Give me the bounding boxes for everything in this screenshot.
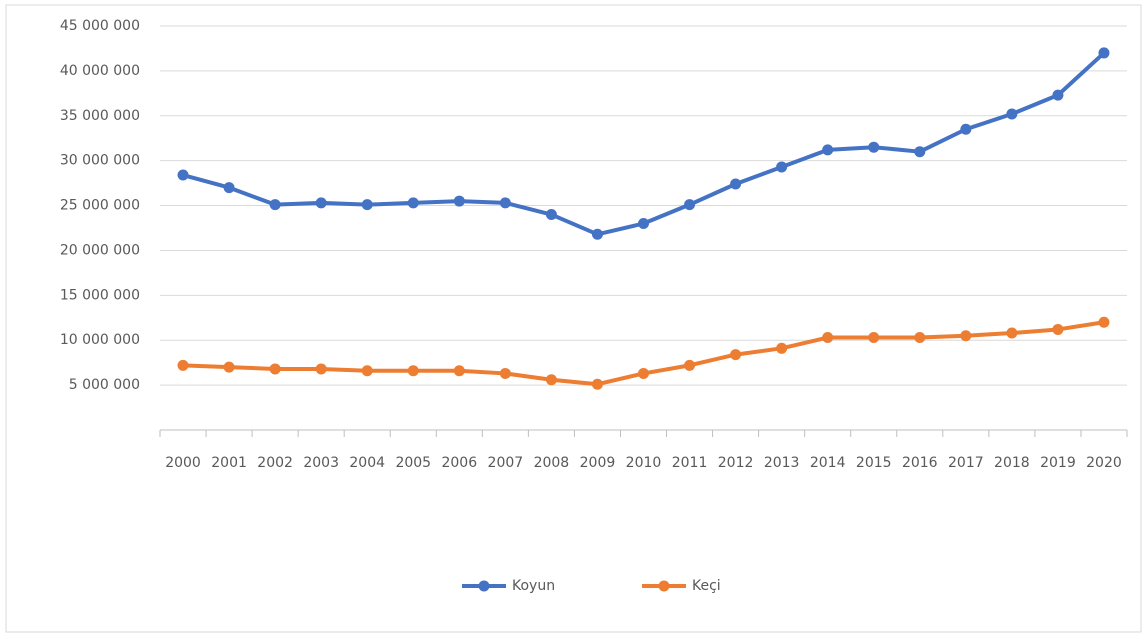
data-point	[914, 332, 926, 344]
y-tick-label: 20 000 000	[60, 242, 140, 258]
legend-marker	[658, 580, 670, 592]
legend-label: Koyun	[512, 578, 555, 594]
data-point	[591, 378, 603, 390]
data-point	[545, 374, 557, 386]
y-tick-label: 15 000 000	[60, 287, 140, 303]
x-tick-label: 2006	[441, 455, 477, 471]
data-point	[1098, 316, 1110, 328]
data-point	[730, 178, 742, 190]
x-tick-label: 2013	[764, 455, 800, 471]
y-tick-label: 30 000 000	[60, 153, 140, 169]
data-point	[914, 146, 926, 158]
x-tick-label: 2018	[994, 455, 1030, 471]
data-point	[960, 123, 972, 135]
data-point	[822, 332, 834, 344]
data-point	[407, 365, 419, 377]
x-tick-label: 2009	[580, 455, 616, 471]
data-point	[453, 195, 465, 207]
data-point	[223, 182, 235, 194]
x-tick-label: 2001	[211, 455, 247, 471]
data-point	[269, 199, 281, 211]
y-tick-label: 35 000 000	[60, 108, 140, 124]
data-point	[499, 367, 511, 379]
data-point	[868, 141, 880, 153]
data-point	[177, 169, 189, 181]
data-point	[361, 199, 373, 211]
data-point	[730, 349, 742, 361]
data-point	[453, 365, 465, 377]
y-tick-label: 5 000 000	[69, 377, 140, 393]
data-point	[1098, 47, 1110, 59]
data-point	[545, 209, 557, 221]
y-tick-label: 10 000 000	[60, 332, 140, 348]
data-point	[638, 367, 649, 379]
x-tick-label: 2014	[810, 455, 846, 471]
x-tick-label: 2005	[395, 455, 431, 471]
chart-border	[5, 4, 1142, 633]
data-point	[638, 218, 649, 230]
data-point	[407, 197, 419, 209]
y-tick-label: 25 000 000	[60, 198, 140, 214]
data-point	[315, 197, 327, 209]
data-point	[1006, 108, 1018, 120]
y-tick-label: 40 000 000	[60, 63, 140, 79]
data-point	[1052, 323, 1064, 335]
data-point	[868, 332, 880, 344]
y-tick-label: 45 000 000	[60, 18, 140, 34]
data-point	[269, 363, 281, 375]
x-tick-label: 2000	[165, 455, 201, 471]
x-tick-label: 2011	[672, 455, 708, 471]
data-point	[499, 197, 511, 209]
x-tick-label: 2020	[1086, 455, 1122, 471]
x-tick-label: 2003	[303, 455, 339, 471]
legend-marker	[478, 580, 490, 592]
x-tick-label: 2007	[488, 455, 524, 471]
data-point	[361, 365, 373, 377]
legend-label: Keçi	[692, 578, 721, 594]
data-point	[177, 359, 189, 371]
data-point	[822, 144, 834, 156]
data-point	[223, 361, 235, 373]
data-point	[684, 359, 696, 371]
data-point	[315, 363, 327, 375]
x-tick-label: 2012	[718, 455, 754, 471]
x-tick-label: 2002	[257, 455, 293, 471]
data-point	[776, 342, 788, 354]
x-tick-label: 2004	[349, 455, 385, 471]
x-tick-label: 2016	[902, 455, 938, 471]
data-point	[776, 161, 788, 173]
data-point	[1052, 89, 1064, 101]
data-point	[591, 228, 603, 240]
data-point	[960, 330, 972, 342]
data-point	[684, 199, 696, 211]
x-tick-label: 2017	[948, 455, 984, 471]
x-tick-label: 2008	[534, 455, 570, 471]
x-tick-label: 2015	[856, 455, 892, 471]
x-tick-label: 2010	[626, 455, 662, 471]
x-tick-label: 2019	[1040, 455, 1076, 471]
data-point	[1006, 327, 1018, 339]
